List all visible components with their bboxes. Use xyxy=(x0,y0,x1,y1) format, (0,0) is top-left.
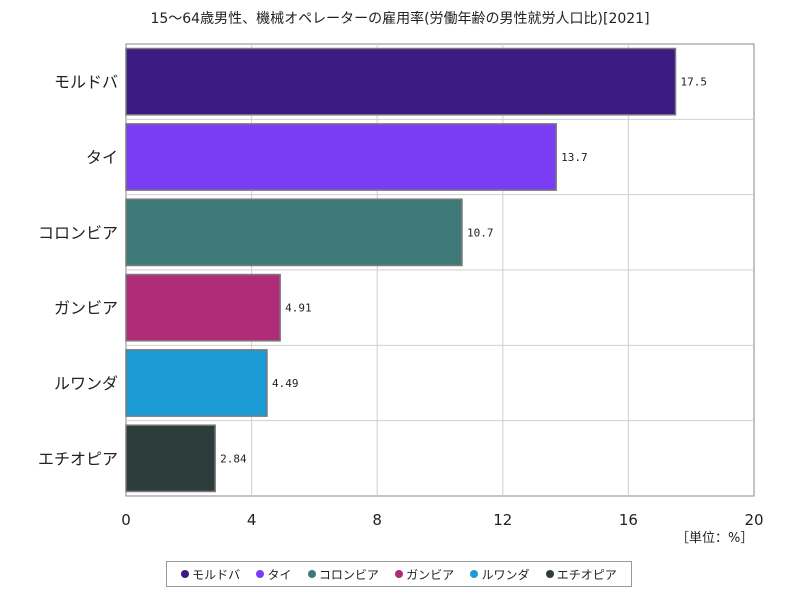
legend-item: ガンビア xyxy=(395,566,454,583)
legend-dot-icon xyxy=(181,570,190,578)
value-label: 2.84 xyxy=(220,452,247,465)
x-tick-label: 12 xyxy=(493,511,512,529)
legend-label: タイ xyxy=(267,567,292,582)
x-tick-labels: 0 4 8 12 16 20 xyxy=(121,511,763,529)
x-tick-label: 4 xyxy=(247,511,257,529)
legend-item: モルドバ xyxy=(181,566,240,583)
category-label: モルドバ xyxy=(54,73,118,92)
legend-label: コロンビア xyxy=(318,567,379,582)
legend-item: エチオピア xyxy=(545,566,617,583)
category-label: コロンビア xyxy=(38,223,118,242)
bar xyxy=(125,349,268,417)
legend-label: ルワンダ xyxy=(481,567,530,582)
bar xyxy=(125,273,281,342)
grid-lines xyxy=(126,44,754,496)
bar xyxy=(125,424,216,493)
bar xyxy=(125,198,463,267)
x-tick-label: 0 xyxy=(121,511,131,529)
legend-dot-icon xyxy=(307,570,316,578)
legend-dot-icon xyxy=(545,570,554,578)
legend-label: ガンビア xyxy=(406,567,455,582)
value-label: 13.7 xyxy=(561,151,588,164)
legend-label: エチオピア xyxy=(556,567,617,582)
legend: モルドバ タイ コロンビア ガンビア ルワンダ エチオピア xyxy=(166,561,632,587)
x-tick-label: 16 xyxy=(619,511,638,529)
legend-dot-icon xyxy=(395,570,404,578)
chart-title: 15〜64歳男性、機械オペレーターの雇用率(労働年齢の男性就労人口比)[2021… xyxy=(150,11,650,27)
legend-dot-icon xyxy=(256,570,265,578)
legend-item: ルワンダ xyxy=(470,566,529,583)
legend-label: モルドバ xyxy=(192,567,241,582)
x-tick-label: 8 xyxy=(372,511,382,529)
bar xyxy=(125,123,557,191)
category-label: エチオピア xyxy=(38,449,118,468)
unit-label: ［単位：%］ xyxy=(676,531,754,546)
category-label: タイ xyxy=(86,148,118,167)
value-labels: 17.5 13.7 10.7 4.91 4.49 2.84 xyxy=(220,76,707,466)
x-tick-label: 20 xyxy=(744,511,763,529)
value-label: 17.5 xyxy=(681,76,708,89)
category-label: ルワンダ xyxy=(54,374,118,393)
legend-dot-icon xyxy=(470,570,479,578)
value-label: 4.91 xyxy=(285,302,312,315)
legend-item: タイ xyxy=(256,566,292,583)
bars xyxy=(125,47,677,493)
legend-item: コロンビア xyxy=(307,566,379,583)
value-label: 10.7 xyxy=(467,226,494,239)
category-label: ガンビア xyxy=(54,299,118,318)
bar xyxy=(125,47,677,116)
value-label: 4.49 xyxy=(272,377,299,390)
